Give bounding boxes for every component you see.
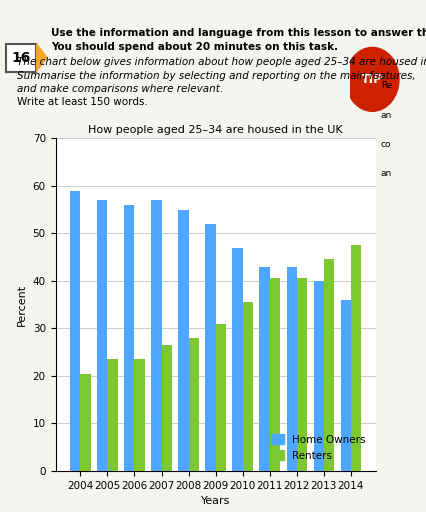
Bar [80, 374, 90, 471]
Bar [323, 260, 334, 471]
Text: an: an [380, 111, 391, 120]
Legend: Home Owners, Renters: Home Owners, Renters [265, 429, 370, 466]
Text: 16: 16 [12, 51, 31, 65]
Bar [188, 338, 199, 471]
Bar [269, 279, 279, 471]
Bar [286, 267, 296, 471]
Text: You should spend about 20 minutes on this task.: You should spend about 20 minutes on thi… [51, 42, 337, 52]
Circle shape [345, 48, 398, 111]
Bar [313, 281, 323, 471]
Bar [296, 279, 306, 471]
Bar [242, 302, 252, 471]
Bar [124, 205, 134, 471]
Bar [215, 324, 225, 471]
Bar [161, 345, 171, 471]
Bar [178, 209, 188, 471]
Text: The chart below gives information about how people aged 25–34 are housed in the : The chart below gives information about … [17, 57, 426, 68]
Bar [70, 190, 80, 471]
Title: How people aged 25–34 are housed in the UK: How people aged 25–34 are housed in the … [88, 125, 342, 135]
Text: an: an [380, 169, 391, 178]
Text: Re: Re [380, 81, 391, 91]
Bar [107, 359, 118, 471]
X-axis label: Years: Years [201, 496, 230, 506]
Polygon shape [36, 44, 47, 72]
Bar [134, 359, 144, 471]
Text: Summarise the information by selecting and reporting on the main features,: Summarise the information by selecting a… [17, 71, 415, 81]
Bar [340, 300, 350, 471]
Bar [97, 200, 107, 471]
Text: and make comparisons where relevant.: and make comparisons where relevant. [17, 84, 223, 94]
Bar [350, 245, 360, 471]
Text: co: co [380, 140, 391, 149]
Bar [259, 267, 269, 471]
Bar [151, 200, 161, 471]
Bar [205, 224, 215, 471]
Text: Use the information and language from this lesson to answer this Writing Part 1 : Use the information and language from th… [51, 28, 426, 38]
Text: TIP: TIP [360, 73, 383, 86]
Bar [232, 248, 242, 471]
Text: Write at least 150 words.: Write at least 150 words. [17, 97, 147, 108]
Y-axis label: Percent: Percent [17, 284, 27, 326]
